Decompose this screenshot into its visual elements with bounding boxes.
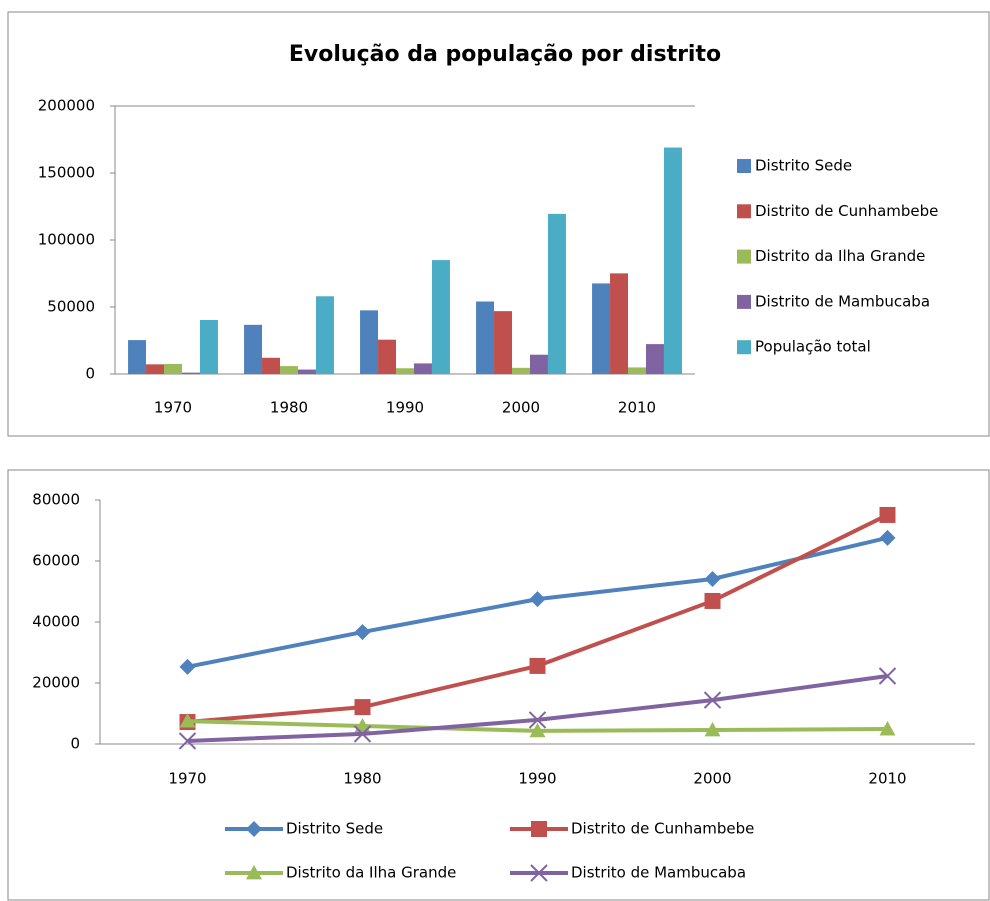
marker xyxy=(704,721,721,737)
marker xyxy=(246,865,262,880)
bar xyxy=(494,311,513,374)
bar xyxy=(592,283,611,374)
bar xyxy=(262,357,281,374)
marker xyxy=(530,864,548,882)
bar xyxy=(512,367,530,374)
bar xyxy=(297,369,316,374)
marker xyxy=(528,711,547,729)
marker xyxy=(879,529,896,546)
x-tick-label: 1980 xyxy=(270,399,308,417)
legend-swatch xyxy=(737,204,751,219)
bar xyxy=(547,213,566,374)
y-tick-label: 0 xyxy=(70,735,80,753)
x-tick-label: 2000 xyxy=(693,770,731,788)
bar xyxy=(199,319,218,374)
marker xyxy=(354,624,371,641)
legend-label: Distrito de Mambucaba xyxy=(755,292,930,310)
y-tick-label: 200000 xyxy=(38,97,95,115)
legend-label: Distrito de Cunhambebe xyxy=(755,202,938,220)
bar xyxy=(128,340,147,374)
y-tick-label: 50000 xyxy=(47,298,95,316)
legend-swatch xyxy=(737,340,751,355)
legend-label: Distrito da Ilha Grande xyxy=(286,864,456,882)
marker xyxy=(179,713,196,728)
bar xyxy=(280,366,298,374)
bar xyxy=(244,324,263,374)
y-tick-label: 100000 xyxy=(38,231,95,249)
marker xyxy=(878,667,897,685)
legend-label: Distrito Sede xyxy=(286,820,383,838)
bar xyxy=(628,367,646,374)
bar xyxy=(476,301,495,374)
x-tick-label: 2010 xyxy=(868,770,906,788)
bar xyxy=(146,364,165,374)
legend-swatch xyxy=(737,249,751,264)
bar xyxy=(164,363,182,374)
x-tick-label: 1980 xyxy=(343,770,381,788)
legend-label: População total xyxy=(755,338,871,356)
y-tick-label: 80000 xyxy=(32,491,80,509)
bar xyxy=(529,354,548,374)
x-tick-label: 1990 xyxy=(386,399,424,417)
marker xyxy=(704,570,721,587)
marker xyxy=(353,725,372,743)
legend-swatch xyxy=(737,294,751,309)
legend-swatch xyxy=(737,159,751,173)
marker xyxy=(529,657,546,674)
bar xyxy=(181,372,200,374)
marker xyxy=(178,732,197,750)
legend-label: Distrito da Ilha Grande xyxy=(755,247,925,265)
marker xyxy=(704,592,721,609)
x-tick-label: 1970 xyxy=(154,399,192,417)
legend-label: Distrito de Cunhambebe xyxy=(571,820,754,838)
bar xyxy=(610,273,629,374)
bar xyxy=(396,368,414,374)
x-tick-label: 1970 xyxy=(168,770,206,788)
marker xyxy=(879,506,896,523)
marker xyxy=(529,722,546,738)
x-tick-label: 2000 xyxy=(502,399,540,417)
bar xyxy=(360,310,379,374)
y-tick-label: 60000 xyxy=(32,552,80,570)
bar xyxy=(413,363,432,374)
y-tick-label: 40000 xyxy=(32,613,80,631)
y-tick-label: 20000 xyxy=(32,674,80,692)
marker xyxy=(246,821,262,837)
marker xyxy=(529,591,546,608)
marker xyxy=(531,821,547,837)
marker xyxy=(354,699,371,716)
marker xyxy=(879,721,896,736)
marker xyxy=(703,691,722,709)
legend-label: Distrito de Mambucaba xyxy=(571,864,746,882)
bar xyxy=(645,344,664,374)
marker xyxy=(179,658,196,675)
bar xyxy=(431,260,450,374)
bar xyxy=(378,339,397,374)
y-tick-label: 0 xyxy=(85,365,95,383)
bar xyxy=(663,147,682,374)
legend-label: Distrito Sede xyxy=(755,157,852,175)
bar xyxy=(315,296,334,374)
x-tick-label: 2010 xyxy=(618,399,656,417)
chart-title: Evolução da população por distrito xyxy=(289,42,721,67)
y-tick-label: 150000 xyxy=(38,164,95,182)
x-tick-label: 1990 xyxy=(518,770,556,788)
chart-frame xyxy=(7,469,990,901)
